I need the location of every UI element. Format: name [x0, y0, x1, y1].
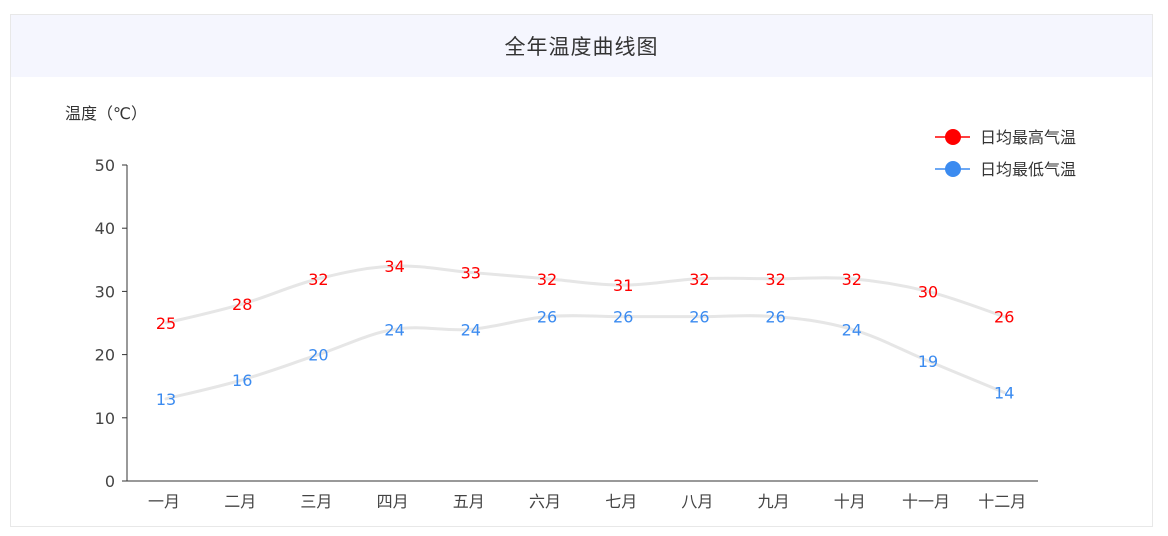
data-label: 32 — [537, 270, 557, 289]
y-axis-label: 温度（℃） — [65, 104, 147, 123]
data-label: 32 — [689, 270, 709, 289]
data-label: 19 — [918, 352, 938, 371]
legend-label: 日均最高气温 — [980, 128, 1076, 147]
data-label: 13 — [156, 390, 176, 409]
legend-item-high[interactable]: 日均最高气温 — [935, 128, 1076, 147]
data-label: 28 — [232, 295, 252, 314]
y-tick-label: 50 — [95, 156, 115, 175]
x-tick-label: 一月 — [148, 492, 180, 511]
y-tick-label: 40 — [95, 219, 115, 238]
data-label: 30 — [918, 282, 938, 301]
legend-item-low[interactable]: 日均最低气温 — [935, 160, 1076, 179]
legend-marker — [945, 129, 961, 145]
axes: 0 10 20 30 40 50 一月 二月 三月 四月 五月 六月 七月 八月 九月 十月 十一月 十二月 — [95, 156, 1038, 511]
series-lines — [164, 264, 1006, 401]
chart-header: 全年温度曲线图 — [11, 15, 1152, 77]
data-label: 34 — [384, 257, 404, 276]
data-label: 16 — [232, 371, 252, 390]
y-tick-label: 0 — [105, 472, 115, 491]
legend-label: 日均最低气温 — [980, 160, 1076, 179]
data-label: 31 — [613, 276, 633, 295]
x-tick-label: 二月 — [224, 492, 256, 511]
chart-title: 全年温度曲线图 — [504, 35, 659, 59]
x-tick-label: 十二月 — [978, 492, 1026, 511]
series-line-low — [164, 314, 1006, 401]
data-label: 32 — [765, 270, 785, 289]
data-label: 20 — [308, 346, 328, 365]
data-label: 26 — [537, 308, 557, 327]
data-label: 26 — [765, 308, 785, 327]
x-tick-label: 八月 — [681, 492, 713, 511]
data-label: 26 — [689, 308, 709, 327]
x-tick-label: 七月 — [605, 492, 637, 511]
x-tick-label: 十月 — [834, 492, 866, 511]
data-label: 25 — [156, 314, 176, 333]
y-tick-label: 30 — [95, 282, 115, 301]
x-tick-label: 六月 — [529, 492, 561, 511]
data-label: 32 — [842, 270, 862, 289]
data-label: 24 — [384, 320, 404, 339]
x-tick-label: 四月 — [377, 492, 409, 511]
data-label: 26 — [994, 308, 1014, 327]
x-tick-label: 九月 — [758, 492, 790, 511]
series-line-high — [164, 264, 1006, 325]
data-label: 14 — [994, 384, 1014, 403]
data-label: 26 — [613, 308, 633, 327]
x-tick-label: 三月 — [300, 492, 332, 511]
legend-marker — [945, 161, 961, 177]
data-labels: 25 28 32 34 33 32 31 32 32 32 30 26 13 16 20 24 24 26 26 26… — [156, 257, 1015, 409]
x-tick-label: 十一月 — [902, 492, 950, 511]
y-tick-label: 10 — [95, 409, 115, 428]
data-label: 33 — [461, 263, 481, 282]
x-tick-label: 五月 — [453, 492, 485, 511]
data-label: 32 — [308, 270, 328, 289]
data-label: 24 — [842, 320, 862, 339]
chart-panel: 全年温度曲线图 — [10, 14, 1153, 527]
data-label: 24 — [461, 320, 481, 339]
y-tick-label: 20 — [95, 346, 115, 365]
